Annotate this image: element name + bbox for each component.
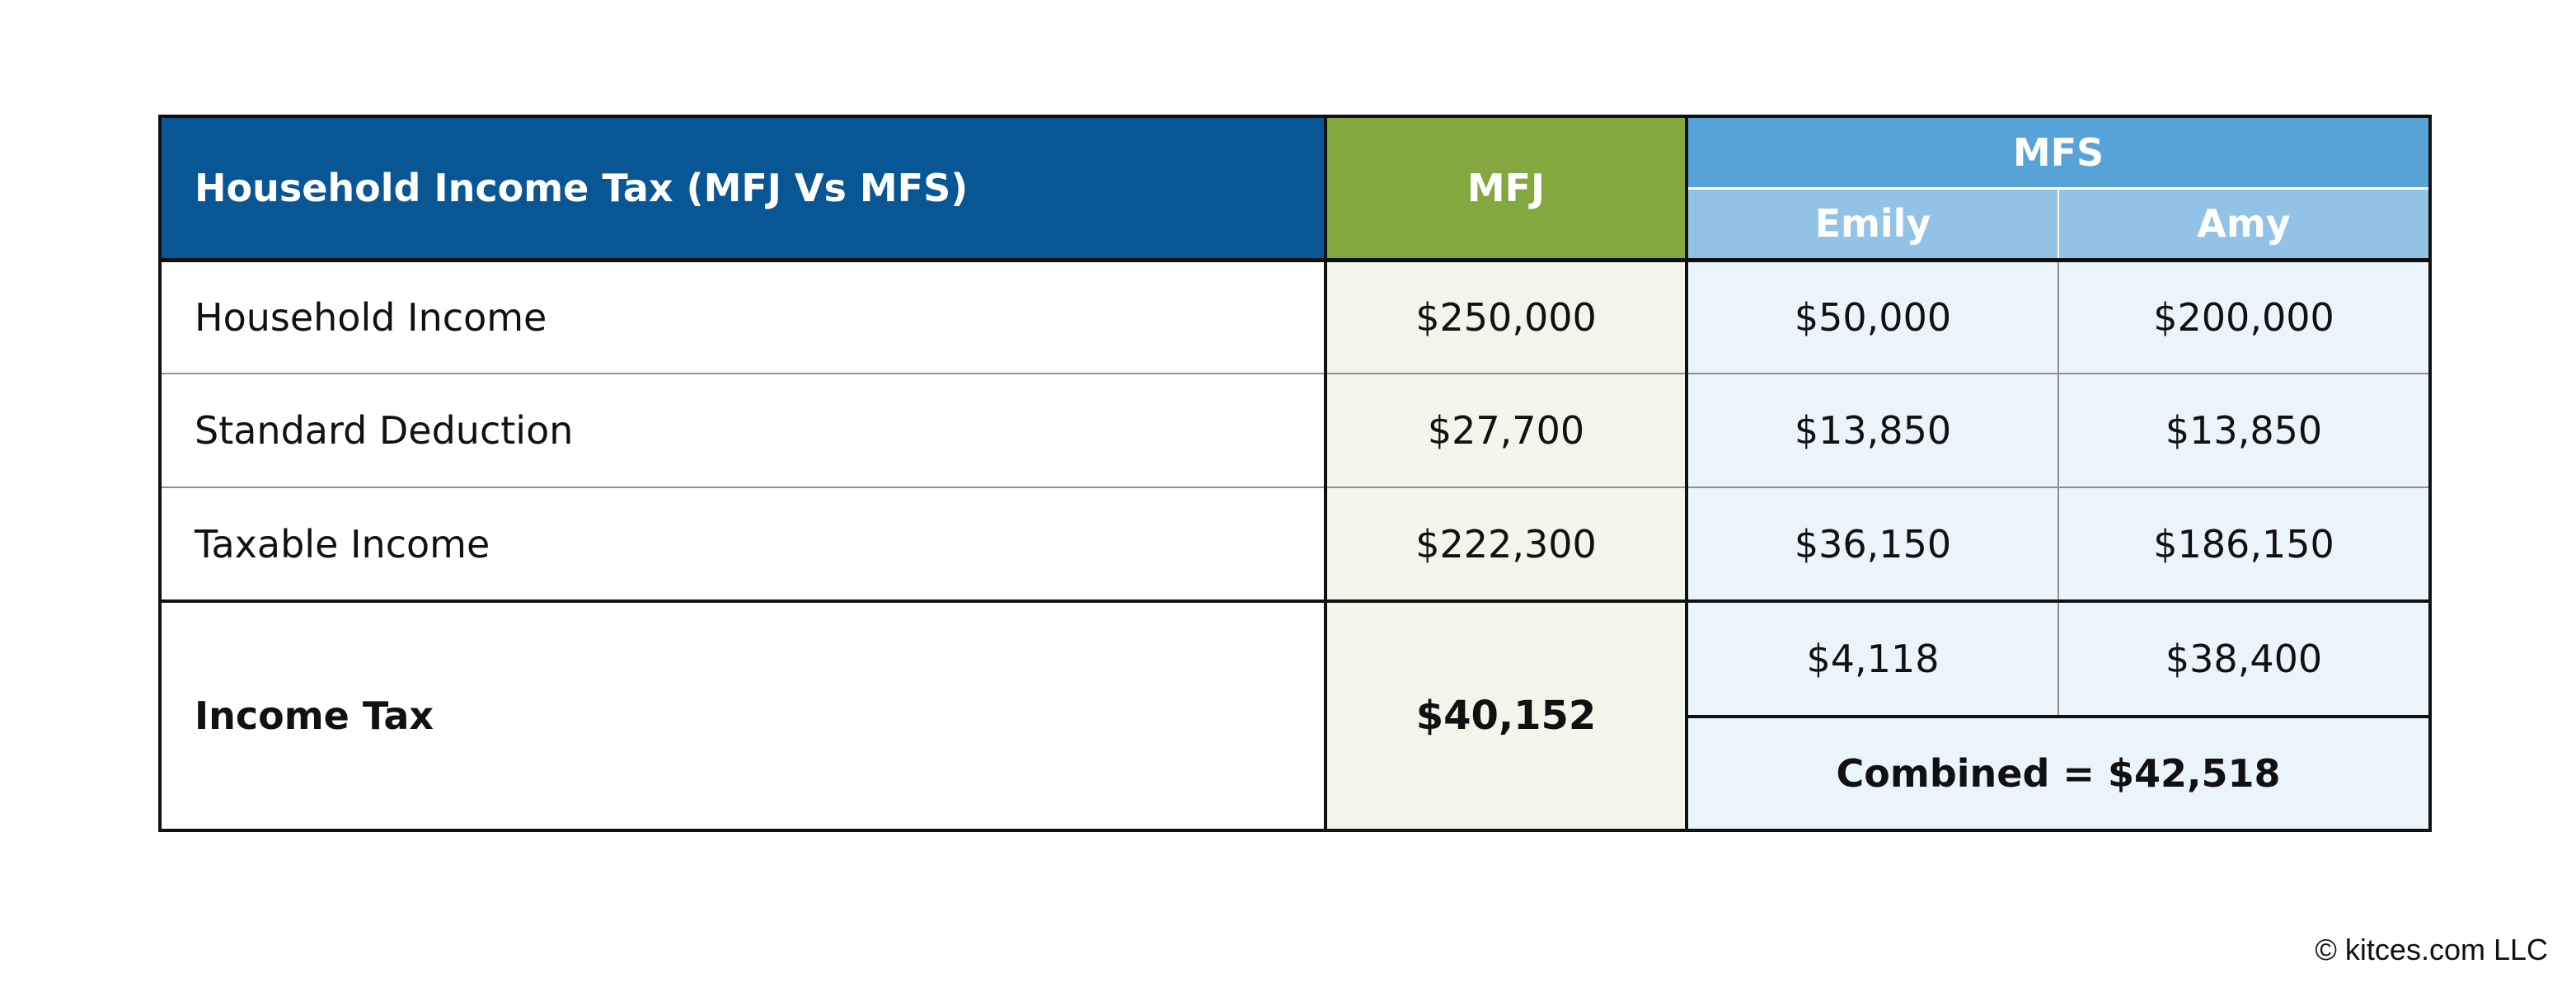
table-row: Taxable Income $222,300 $36,150 $186,150 xyxy=(158,487,2433,603)
column-header-emily: Emily xyxy=(1687,188,2059,262)
table-row: Income Tax $40,152 $4,118 $38,400 xyxy=(158,601,2433,832)
cell-mfj-household-income: $250,000 xyxy=(1326,260,1688,374)
table-title: Household Income Tax (MFJ Vs MFS) xyxy=(158,115,1327,262)
cell-amy-standard-deduction: $13,850 xyxy=(2058,374,2433,488)
column-header-mfj: MFJ xyxy=(1324,115,1688,262)
cell-mfj-taxable-income: $222,300 xyxy=(1326,487,1688,603)
cell-amy-household-income: $200,000 xyxy=(2058,260,2433,374)
row-label-taxable-income: Taxable Income xyxy=(158,487,1327,603)
table-row: Household Income $250,000 $50,000 $200,0… xyxy=(158,260,2433,374)
cell-emily-household-income: $50,000 xyxy=(1687,260,2059,374)
column-header-amy: Amy xyxy=(2058,188,2433,262)
cell-emily-income-tax: $4,118 xyxy=(1687,601,2059,718)
cell-mfj-standard-deduction: $27,700 xyxy=(1326,374,1688,488)
column-header-mfs: MFS xyxy=(1687,115,2433,190)
table-row: Standard Deduction $27,700 $13,850 $13,8… xyxy=(158,374,2433,488)
row-label-household-income: Household Income xyxy=(158,260,1327,374)
cell-emily-standard-deduction: $13,850 xyxy=(1687,374,2059,488)
row-label-standard-deduction: Standard Deduction xyxy=(158,374,1327,488)
cell-emily-taxable-income: $36,150 xyxy=(1687,487,2059,603)
copyright-notice: © kitces.com LLC xyxy=(2315,933,2548,966)
cell-amy-taxable-income: $186,150 xyxy=(2058,487,2433,603)
cell-amy-income-tax: $38,400 xyxy=(2058,601,2433,718)
income-tax-comparison-table: Household Income Tax (MFJ Vs MFS) MFJ MF… xyxy=(158,115,2433,832)
row-label-income-tax: Income Tax xyxy=(158,601,1327,832)
cell-mfj-income-tax: $40,152 xyxy=(1326,601,1688,832)
cell-mfs-combined-tax: Combined = $42,518 xyxy=(1687,717,2433,832)
